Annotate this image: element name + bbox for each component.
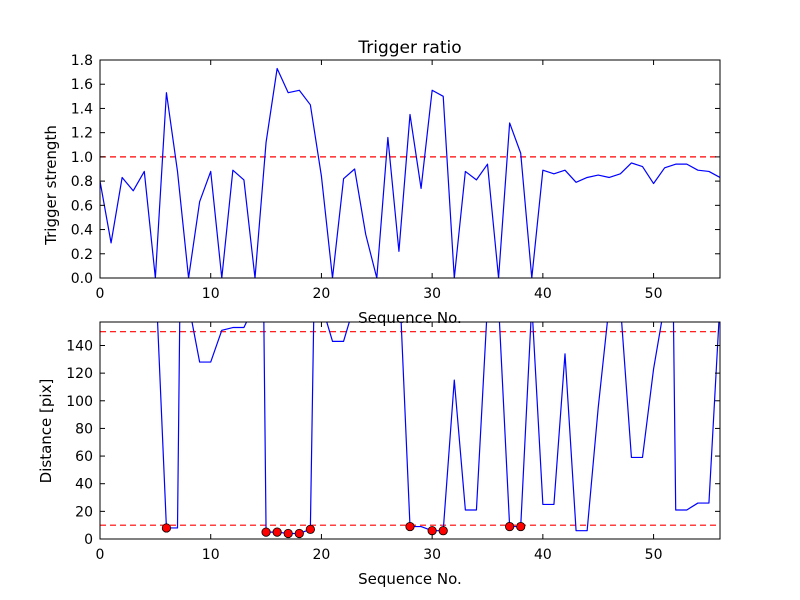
y-tick-label: 20 bbox=[75, 504, 93, 520]
chart-title: Trigger ratio bbox=[357, 38, 461, 58]
x-tick-label: 40 bbox=[534, 286, 552, 302]
y-tick-label: 1.0 bbox=[71, 150, 93, 166]
y-tick-label: 140 bbox=[66, 338, 93, 354]
series-line bbox=[156, 322, 720, 535]
y-tick-label: 0.0 bbox=[71, 271, 93, 287]
y-tick-label: 1.2 bbox=[71, 126, 93, 142]
y-tick-label: 0.2 bbox=[71, 247, 93, 263]
y-tick-label: 1.4 bbox=[71, 101, 93, 117]
y-tick-label: 0 bbox=[84, 532, 93, 548]
x-tick-label: 20 bbox=[313, 547, 331, 563]
data-point-marker bbox=[405, 521, 415, 532]
data-point-marker bbox=[272, 527, 282, 537]
y-tick-label: 1.8 bbox=[71, 53, 93, 69]
y-tick-label: 1.6 bbox=[71, 77, 93, 93]
x-tick-label: 10 bbox=[202, 547, 220, 563]
y-tick-label: 0.8 bbox=[71, 174, 93, 190]
data-point-marker bbox=[427, 526, 437, 536]
data-point-marker bbox=[161, 523, 172, 533]
x-tick-label: 0 bbox=[96, 547, 105, 563]
data-point-marker bbox=[516, 521, 526, 532]
axes-frame bbox=[99, 321, 721, 540]
x-tick-label: 10 bbox=[202, 286, 220, 302]
plot-area bbox=[100, 67, 720, 278]
distance-plot: Sequence No. Distance [pix] 0 10 20 30 40 50 0… bbox=[37, 321, 721, 588]
y-tick-label: 40 bbox=[75, 477, 93, 493]
y-axis-label: Distance [pix] bbox=[37, 379, 55, 484]
data-point-marker bbox=[305, 524, 315, 534]
trigger-ratio-plot: Trigger ratio Sequence No. Trigger stren… bbox=[42, 38, 721, 327]
series-line bbox=[100, 67, 720, 278]
x-tick-label: 20 bbox=[313, 286, 331, 302]
x-tick-label: 30 bbox=[423, 547, 441, 563]
data-point-marker bbox=[505, 521, 515, 532]
y-tick-label: 80 bbox=[75, 421, 93, 437]
y-tick-label: 0.6 bbox=[71, 198, 93, 214]
data-point-marker bbox=[283, 528, 293, 539]
y-tick-label: 60 bbox=[75, 449, 93, 465]
axes-frame bbox=[99, 59, 721, 279]
x-axis-label: Sequence No. bbox=[358, 309, 462, 327]
data-point-marker bbox=[438, 526, 448, 536]
x-tick-label: 50 bbox=[645, 547, 663, 563]
x-tick-label: 40 bbox=[534, 547, 552, 563]
x-tick-label: 0 bbox=[96, 286, 105, 302]
y-axis-label: Trigger strength bbox=[42, 125, 60, 246]
x-axis-label: Sequence No. bbox=[358, 570, 462, 588]
x-tick-label: 50 bbox=[645, 286, 663, 302]
y-tick-label: 0.4 bbox=[71, 223, 93, 239]
x-tick-label: 30 bbox=[423, 286, 441, 302]
y-tick-label: 120 bbox=[66, 366, 93, 382]
data-point-marker bbox=[294, 528, 304, 539]
y-tick-label: 100 bbox=[66, 394, 93, 410]
data-point-marker bbox=[261, 527, 271, 537]
